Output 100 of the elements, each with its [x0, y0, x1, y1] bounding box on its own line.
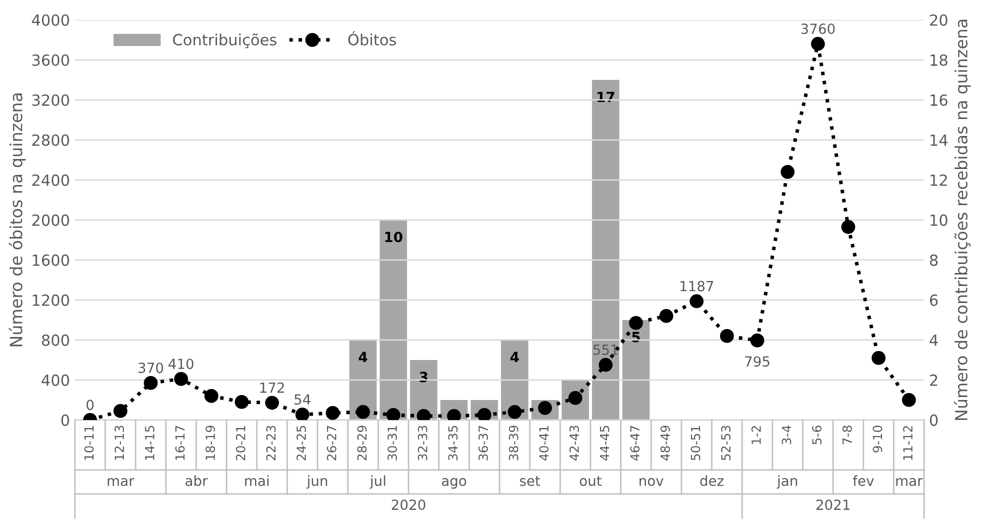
data-label: 54 — [294, 394, 310, 405]
x-tick-label: 9-10 — [872, 426, 882, 452]
bar — [622, 320, 650, 420]
x-tick-label: 32-33 — [418, 426, 428, 460]
x-tick-label: 44-45 — [600, 426, 610, 461]
x-tick-label: 20-21 — [236, 426, 246, 460]
x-tick-label: 1-2 — [751, 426, 761, 444]
point — [204, 389, 218, 403]
legend-label: Óbitos — [348, 31, 396, 46]
x-tick-label: 5-6 — [812, 426, 822, 444]
x-tick-label: 3-4 — [782, 426, 792, 444]
y-tick-label: 2800 — [32, 134, 70, 146]
y-tick-label: 400 — [42, 374, 70, 386]
y2-tick-label: 20 — [930, 14, 948, 26]
y-tick-label: 1600 — [32, 254, 70, 266]
data-label: 370 — [138, 362, 164, 374]
data-label: 3760 — [801, 24, 835, 34]
point — [265, 396, 279, 410]
point — [598, 358, 613, 372]
point — [174, 372, 188, 386]
x-tick-label: 22-23 — [266, 426, 276, 460]
y-axis-title: Número de óbitos na quinzena — [8, 93, 26, 346]
data-label: 4 — [358, 352, 368, 362]
text: 2021 — [816, 500, 850, 510]
point — [659, 309, 674, 323]
text: jan — [776, 475, 798, 489]
text: out — [580, 476, 602, 486]
x-tick-label: 18-19 — [206, 426, 216, 460]
text: 2020 — [392, 500, 426, 510]
text: set — [520, 476, 540, 486]
y2-tick-label: 4 — [930, 334, 938, 346]
x-tick-label: 50-51 — [690, 426, 700, 460]
point — [356, 405, 370, 419]
x-tick-label: 40-41 — [539, 426, 549, 461]
y2-tick-label: 12 — [930, 174, 947, 186]
y2-axis-title: Número de contribuições recebidas na quinzena — [954, 20, 971, 420]
point — [629, 316, 643, 330]
y-tick-label: 3600 — [32, 54, 70, 66]
x-tick-label: 52-53 — [721, 426, 731, 460]
text: nov — [640, 478, 664, 486]
y-tick-label: 0 — [61, 414, 70, 426]
point — [113, 404, 128, 418]
text: jun — [306, 475, 328, 489]
x-tick-label: 7-8 — [842, 426, 852, 444]
x-tick-label: 48-49 — [660, 426, 670, 461]
x-tick-label: 16-17 — [175, 426, 185, 460]
point — [690, 294, 704, 308]
y2-tick-label: 6 — [930, 294, 938, 306]
y2-tick-label: 2 — [930, 374, 938, 386]
y2-tick-label: 16 — [930, 94, 948, 106]
bar — [410, 360, 438, 420]
y-tick-label: 800 — [42, 334, 70, 346]
point — [295, 408, 310, 420]
y2-tick-label: 8 — [930, 254, 938, 266]
y2-tick-label: 10 — [930, 214, 948, 226]
x-tick-label: 34-35 — [448, 426, 458, 460]
data-label: 410 — [168, 358, 194, 370]
x-tick-label: 30-31 — [388, 426, 397, 460]
y-tick-label: 1200 — [32, 294, 70, 306]
legend-label: Contribuições — [173, 33, 276, 48]
point — [326, 406, 340, 420]
point — [720, 329, 734, 343]
x-tick-label: 38-39 — [508, 426, 518, 460]
y-tick-label: 3200 — [32, 94, 70, 106]
point — [508, 405, 522, 419]
x-tick-label: 42-43 — [569, 426, 579, 461]
text: ago — [442, 478, 466, 489]
y2-tick-label: 0 — [930, 414, 938, 426]
x-tick-label: 10-11 — [84, 426, 94, 460]
text: abr — [186, 475, 208, 486]
text: fev — [852, 475, 874, 486]
data-label: 172 — [260, 382, 284, 393]
data-label: 551 — [593, 344, 618, 355]
data-label: 4 — [510, 352, 519, 362]
y2-tick-label: 18 — [930, 54, 948, 66]
text: dez — [700, 475, 724, 486]
point — [780, 164, 795, 179]
y-tick-label: 2000 — [32, 214, 70, 226]
bar — [380, 220, 408, 420]
x-tick-label: 24-25 — [296, 426, 306, 460]
bar — [592, 80, 620, 420]
bar — [501, 340, 528, 420]
y2-tick-label: 14 — [930, 134, 948, 146]
point — [386, 408, 400, 420]
text: jul — [370, 475, 386, 489]
text: mar — [108, 478, 134, 486]
data-label: 10 — [385, 232, 402, 242]
point — [841, 220, 856, 234]
x-tick-label: 26-27 — [326, 426, 336, 460]
x-tick-label: 46-47 — [630, 426, 640, 461]
x-tick-label: 11-12 — [903, 426, 912, 460]
data-label: 1187 — [680, 280, 714, 292]
point — [810, 36, 825, 51]
y-tick-label: 4000 — [32, 14, 70, 26]
text: mar — [896, 478, 923, 486]
y-tick-label: 2400 — [32, 174, 70, 186]
data-label: 795 — [745, 356, 770, 367]
x-tick-label: 14-15 — [145, 426, 154, 460]
point — [902, 393, 916, 407]
x-tick-label: 36-37 — [478, 426, 488, 460]
